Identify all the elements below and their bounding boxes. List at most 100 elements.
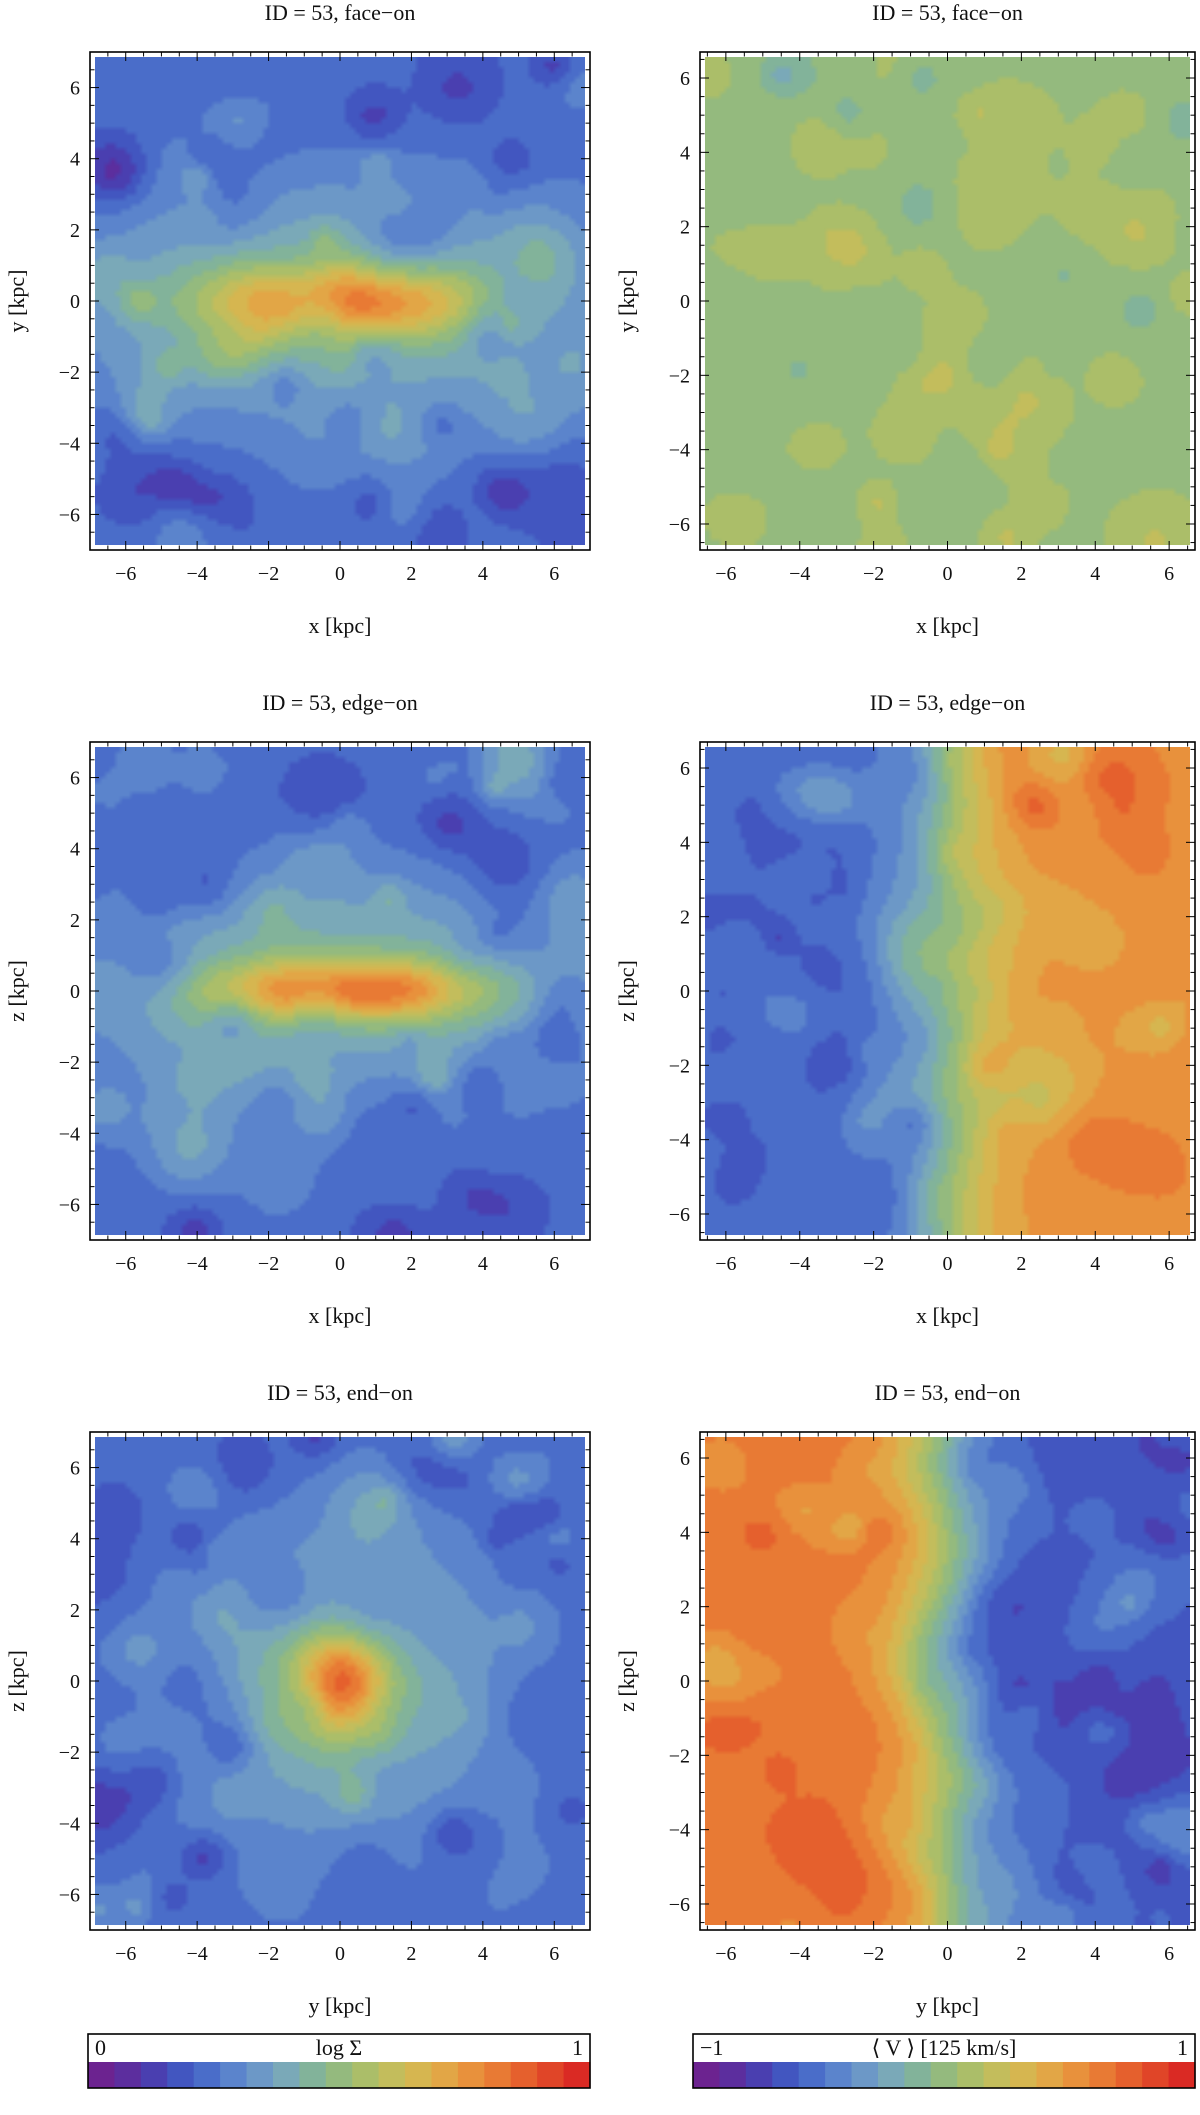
- colorbar-frame: [692, 2033, 1196, 2089]
- y-tick-label: −6: [59, 504, 80, 526]
- x-tick-label: −4: [187, 1943, 208, 1965]
- colorbar-swatch: [1089, 2062, 1117, 2088]
- y-tick-label: −2: [669, 365, 690, 387]
- y-tick-label: 2: [680, 1597, 690, 1619]
- y-axis-label: z [kpc]: [614, 1650, 639, 1712]
- colorbar-swatch: [798, 2062, 826, 2088]
- colorbar-swatch: [1115, 2062, 1143, 2088]
- x-tick-label: −2: [863, 1253, 884, 1275]
- heatmap-image: [705, 57, 1190, 545]
- colorbar-swatch: [772, 2062, 800, 2088]
- colorbar-swatch: [563, 2062, 591, 2088]
- x-tick-label: 6: [1164, 1943, 1174, 1965]
- x-tick-label: −2: [258, 563, 279, 585]
- colorbar-swatch: [957, 2062, 985, 2088]
- colorbar-swatch: [431, 2062, 459, 2088]
- y-tick-label: −2: [59, 1052, 80, 1074]
- colorbar-swatch: [1168, 2062, 1196, 2088]
- heatmap-image: [95, 57, 585, 545]
- x-tick-label: −6: [115, 563, 136, 585]
- colorbar-swatch: [693, 2062, 721, 2088]
- x-tick-label: 6: [549, 1253, 559, 1275]
- y-tick-label: 4: [70, 149, 80, 171]
- colorbar-swatch: [140, 2062, 168, 2088]
- panels: ID = 53, face−on −6 −4 −2 0 2 4 6 −6 −4 −2 0 2 4 6 x [k…: [4, 0, 1196, 2018]
- y-tick-label: 4: [680, 832, 690, 854]
- colorbar-swatch: [1142, 2062, 1170, 2088]
- colorbar-swatch: [537, 2062, 565, 2088]
- colorbar-swatch: [246, 2062, 274, 2088]
- colorbar-swatch: [220, 2062, 248, 2088]
- y-tick-label: 0: [70, 981, 80, 1003]
- colorbar-swatch: [325, 2062, 353, 2088]
- panel-title: ID = 53, edge−on: [262, 690, 418, 715]
- x-axis-label: x [kpc]: [309, 1303, 372, 1328]
- colorbar-swatch: [877, 2062, 905, 2088]
- colorbar-swatch: [457, 2062, 485, 2088]
- x-tick-label: 2: [406, 1253, 416, 1275]
- y-tick-label: −4: [669, 440, 690, 462]
- y-axis-label: z [kpc]: [4, 1650, 29, 1712]
- x-tick-label: 4: [1090, 1943, 1100, 1965]
- y-tick-label: 6: [70, 78, 80, 100]
- colorbar-swatch: [1010, 2062, 1038, 2088]
- x-tick-label: −4: [187, 1253, 208, 1275]
- colorbar-min-label: 0: [95, 2035, 106, 2060]
- y-tick-label: 6: [680, 758, 690, 780]
- panel-2: ID = 53, face−on −6 −4 −2 0 2 4 6 −6 −4 −2 0 2 4 6 x [k…: [614, 0, 1196, 638]
- x-tick-label: 6: [549, 1943, 559, 1965]
- x-tick-label: 2: [1016, 1943, 1026, 1965]
- x-tick-label: 6: [549, 563, 559, 585]
- colorbar-swatch: [1062, 2062, 1090, 2088]
- y-tick-label: −4: [59, 1813, 80, 1835]
- y-axis-label: y [kpc]: [614, 270, 639, 333]
- colorbar-frame: [87, 2033, 591, 2089]
- y-tick-label: 6: [680, 1448, 690, 1470]
- y-tick-label: 2: [70, 220, 80, 242]
- y-tick-label: −2: [669, 1055, 690, 1077]
- colorbar-2: −1 1 ⟨ V ⟩ [125 km/s]: [692, 2033, 1196, 2089]
- y-tick-label: 2: [680, 217, 690, 239]
- panel-4: ID = 53, edge−on −6 −4 −2 0 2 4 6 −6 −4 −2 0 2 4 6 x [k…: [614, 690, 1196, 1328]
- y-tick-label: −4: [59, 433, 80, 455]
- y-tick-label: −6: [669, 514, 690, 536]
- x-tick-label: 2: [1016, 1253, 1026, 1275]
- y-tick-label: 6: [70, 1458, 80, 1480]
- heatmap-image: [95, 1437, 585, 1925]
- x-tick-label: 4: [1090, 1253, 1100, 1275]
- x-tick-label: −6: [715, 1253, 736, 1275]
- y-tick-label: −6: [59, 1884, 80, 1906]
- y-tick-label: 6: [680, 68, 690, 90]
- x-tick-label: 4: [478, 1253, 488, 1275]
- x-tick-label: −2: [258, 1253, 279, 1275]
- x-tick-label: −4: [187, 563, 208, 585]
- x-axis-label: x [kpc]: [916, 1303, 979, 1328]
- x-tick-label: 4: [1090, 563, 1100, 585]
- y-axis-label: z [kpc]: [4, 960, 29, 1022]
- y-tick-label: 0: [680, 981, 690, 1003]
- colorbar-swatch: [904, 2062, 932, 2088]
- colorbar-swatch: [352, 2062, 380, 2088]
- y-tick-label: 2: [70, 1600, 80, 1622]
- panel-title: ID = 53, end−on: [267, 1380, 413, 1405]
- x-tick-label: −4: [789, 563, 810, 585]
- y-tick-label: 0: [680, 1671, 690, 1693]
- colorbar-swatch: [719, 2062, 747, 2088]
- x-tick-label: 0: [943, 1943, 953, 1965]
- colorbar-min-label: −1: [700, 2035, 723, 2060]
- y-tick-label: 2: [680, 907, 690, 929]
- x-tick-label: 2: [406, 563, 416, 585]
- y-tick-label: 4: [70, 839, 80, 861]
- panel-title: ID = 53, face−on: [872, 0, 1023, 25]
- y-tick-label: 4: [680, 142, 690, 164]
- colorbar-label: ⟨ V ⟩ [125 km/s]: [872, 2035, 1017, 2060]
- panel-title: ID = 53, end−on: [875, 1380, 1021, 1405]
- y-tick-label: −6: [669, 1204, 690, 1226]
- y-tick-label: −2: [59, 1742, 80, 1764]
- colorbar-swatch: [272, 2062, 300, 2088]
- x-tick-label: −4: [789, 1253, 810, 1275]
- colorbar-swatch: [825, 2062, 853, 2088]
- x-tick-label: −2: [258, 1943, 279, 1965]
- colorbar-swatch: [745, 2062, 773, 2088]
- x-tick-label: 4: [478, 563, 488, 585]
